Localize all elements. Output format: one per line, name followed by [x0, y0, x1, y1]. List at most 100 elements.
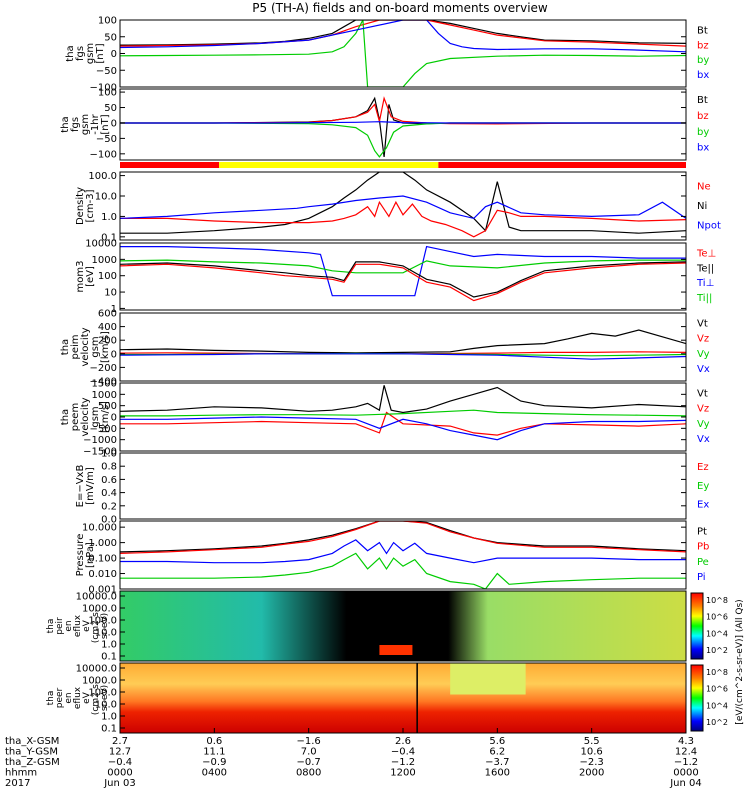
y-axis-title-ion_velocity: [km/s] [100, 331, 111, 363]
x-tick-label: 4.3 [678, 736, 694, 747]
x-tick-label: 0400 [202, 768, 227, 779]
x-tick-label: Jun 03 [103, 778, 136, 789]
legend-entry-efield: Ex [697, 500, 709, 511]
y-axis-title-fgs: fgs [75, 46, 86, 61]
x-tick-label: −2.3 [580, 757, 604, 768]
legend-entry-efield: Ey [697, 481, 709, 492]
y-tick-label-fgs_1hr: 100 [98, 88, 117, 99]
legend-entry-fgs: bx [697, 70, 709, 81]
y-axis-title-fgs_1hr: gsm [80, 114, 91, 135]
y-axis-title-electron_spectrogram: peer [55, 687, 65, 708]
series-line-electron_velocity-Vx [120, 416, 686, 441]
series-line-ion_velocity-Vx [120, 353, 686, 360]
legend-entry-temperature: Te|| [696, 263, 714, 274]
y-axis-title-efield: [mV/m] [85, 467, 96, 505]
x-tick-label: 7.0 [301, 747, 317, 758]
x-tick-label: −0.9 [202, 757, 226, 768]
y-tick-label-ion_velocity: 0 [111, 349, 117, 360]
spectrogram-frame-ion_spectrogram [119, 590, 687, 662]
series-line-density-Npot [120, 195, 686, 220]
panel-frame-fgs [119, 19, 687, 88]
colorbar-tick-label: 10^6 [706, 613, 728, 622]
legend-entry-fgs: bz [697, 40, 709, 51]
series-line-pressure-Pe [120, 552, 686, 589]
y-tick-label-efield: 0.6 [101, 475, 117, 486]
colorbar-label: [eV/(cm^2-s-sr-eV)] (All Qs) [735, 599, 745, 724]
y-axis-title-ion_spectrogram: sr-eV) [100, 613, 110, 639]
y-tick-label-pressure: 0.001 [88, 585, 117, 596]
x-tick-label: −0.4 [108, 757, 132, 768]
y-axis-title-density: [cm-3] [85, 189, 96, 222]
panel-frame-pressure [119, 520, 687, 590]
x-tick-label: 0000 [107, 768, 132, 779]
y-tick-label-ion_spectrogram: 10.0 [95, 628, 117, 639]
colorbar-tick-label: 10^4 [706, 629, 728, 638]
y-tick-label-fgs_1hr: 50 [104, 103, 117, 114]
y-axis-title-electron_velocity: [km/s] [100, 401, 111, 433]
series-line-temperature-Te [120, 262, 686, 302]
y-tick-label-electron_velocity: 0 [111, 413, 117, 424]
panel-frame-electron_velocity [119, 382, 687, 452]
y-tick-label-temperature: 1000 [92, 255, 117, 266]
y-tick-label-efield: 0.0 [101, 515, 117, 526]
y-axis-title-electron_velocity: tha [60, 409, 71, 425]
y-tick-label-fgs_1hr: −50 [96, 134, 117, 145]
legend-entry-ion_velocity: Vz [697, 334, 709, 345]
series-line-fgs-by [120, 20, 686, 87]
x-row-label: tha_X-GSM [5, 736, 59, 747]
legend-entry-electron_velocity: Vy [697, 419, 710, 430]
x-tick-label: 2.7 [112, 736, 128, 747]
series-line-electron_velocity-Vz [120, 411, 686, 436]
y-tick-label-ion_velocity: 400 [98, 322, 117, 333]
mode-bar-slow [438, 162, 686, 168]
panel-frame-fgs_1hr [119, 88, 687, 161]
legend-entry-fgs_1hr: bz [697, 111, 709, 122]
colorbar-tick-label: 10^6 [706, 685, 728, 694]
spectrogram-feature-electron_spectrogram [450, 663, 526, 695]
y-axis-title-ion_spectrogram: peir [55, 617, 65, 635]
legend-entry-electron_velocity: Vx [697, 434, 710, 445]
y-tick-label-pressure: 1.000 [88, 538, 117, 549]
x-tick-label: 1600 [485, 768, 510, 779]
y-axis-title-fgs_1hr: fgs [70, 117, 81, 132]
x-row-label: tha_Z-GSM [5, 757, 60, 768]
y-tick-label-efield: 0.8 [101, 462, 117, 473]
spectrogram-feature-ion_spectrogram [379, 645, 413, 655]
y-tick-label-fgs: −50 [96, 66, 117, 77]
y-axis-title-fgs_1hr: [nT] [100, 114, 111, 134]
x-tick-label: 2.6 [395, 736, 411, 747]
y-tick-label-electron_spectrogram: 10000.0 [76, 664, 117, 675]
y-tick-label-fgs: 100 [98, 16, 117, 27]
x-tick-label: 12.7 [109, 747, 131, 758]
x-row-label: hhmm [5, 768, 37, 779]
y-tick-label-fgs_1hr: −100 [90, 149, 117, 160]
y-axis-title-electron_spectrogram: sr-eV) [100, 685, 110, 711]
x-tick-label: 6.2 [489, 747, 505, 758]
y-axis-title-density: Density [75, 187, 86, 225]
legend-entry-ion_velocity: Vy [697, 349, 710, 360]
x-tick-label: 10.6 [581, 747, 603, 758]
y-tick-label-electron_velocity: −1500 [83, 447, 117, 458]
spectrogram-fill-electron_spectrogram [120, 663, 686, 733]
y-tick-label-temperature: 1 [111, 304, 117, 315]
colorbar-tick-label: 10^2 [706, 646, 728, 655]
y-tick-label-fgs: 0 [111, 49, 117, 60]
legend-entry-pressure: Pi [697, 572, 706, 583]
x-tick-label: −3.7 [485, 757, 509, 768]
panel-frame-ion_velocity [119, 312, 687, 382]
legend-entry-pressure: Pe [697, 557, 709, 568]
y-axis-title-temperature: mom3 [75, 261, 86, 293]
y-axis-title-ion_velocity: velocity [80, 327, 91, 366]
y-axis-title-ion_spectrogram: eflux [73, 614, 83, 637]
y-tick-label-electron_velocity: 1000 [92, 390, 117, 401]
chart-title: P5 (TH-A) fields and on-board moments ov… [252, 1, 548, 15]
legend-entry-ion_velocity: Vt [697, 319, 708, 330]
y-tick-label-electron_spectrogram: 100.0 [88, 688, 117, 699]
y-tick-label-pressure: 10.000 [82, 523, 117, 534]
series-line-ion_velocity-Vt [120, 329, 686, 354]
x-tick-label: 1200 [390, 768, 415, 779]
y-tick-label-electron_velocity: −1000 [83, 435, 117, 446]
y-axis-title-ion_velocity: gsm [90, 336, 101, 357]
legend-entry-fgs_1hr: by [697, 127, 709, 138]
